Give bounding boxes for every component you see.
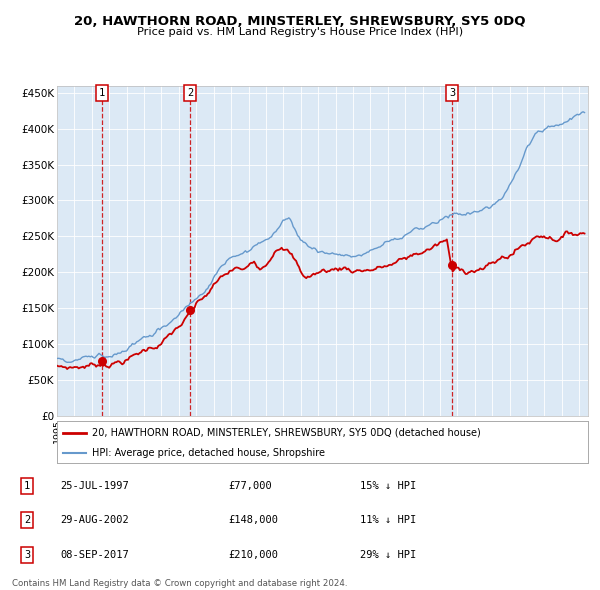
Text: 3: 3 bbox=[24, 550, 30, 559]
Text: 2: 2 bbox=[24, 516, 30, 525]
Text: Price paid vs. HM Land Registry's House Price Index (HPI): Price paid vs. HM Land Registry's House … bbox=[137, 27, 463, 37]
Text: 3: 3 bbox=[449, 88, 455, 98]
Text: 29-AUG-2002: 29-AUG-2002 bbox=[60, 516, 129, 525]
Text: Contains HM Land Registry data © Crown copyright and database right 2024.
This d: Contains HM Land Registry data © Crown c… bbox=[12, 579, 347, 590]
Bar bbox=[102, 86, 190, 416]
Text: HPI: Average price, detached house, Shropshire: HPI: Average price, detached house, Shro… bbox=[92, 448, 325, 457]
Text: 2: 2 bbox=[187, 88, 193, 98]
Text: 20, HAWTHORN ROAD, MINSTERLEY, SHREWSBURY, SY5 0DQ: 20, HAWTHORN ROAD, MINSTERLEY, SHREWSBUR… bbox=[74, 15, 526, 28]
Text: 25-JUL-1997: 25-JUL-1997 bbox=[60, 481, 129, 491]
Bar bbox=[190, 86, 452, 416]
Text: 1: 1 bbox=[24, 481, 30, 491]
Text: 08-SEP-2017: 08-SEP-2017 bbox=[60, 550, 129, 559]
Text: 11% ↓ HPI: 11% ↓ HPI bbox=[360, 516, 416, 525]
Text: £210,000: £210,000 bbox=[228, 550, 278, 559]
Text: 1: 1 bbox=[98, 88, 105, 98]
Text: £148,000: £148,000 bbox=[228, 516, 278, 525]
Text: £77,000: £77,000 bbox=[228, 481, 272, 491]
Text: 20, HAWTHORN ROAD, MINSTERLEY, SHREWSBURY, SY5 0DQ (detached house): 20, HAWTHORN ROAD, MINSTERLEY, SHREWSBUR… bbox=[92, 428, 480, 438]
Text: 15% ↓ HPI: 15% ↓ HPI bbox=[360, 481, 416, 491]
Text: 29% ↓ HPI: 29% ↓ HPI bbox=[360, 550, 416, 559]
